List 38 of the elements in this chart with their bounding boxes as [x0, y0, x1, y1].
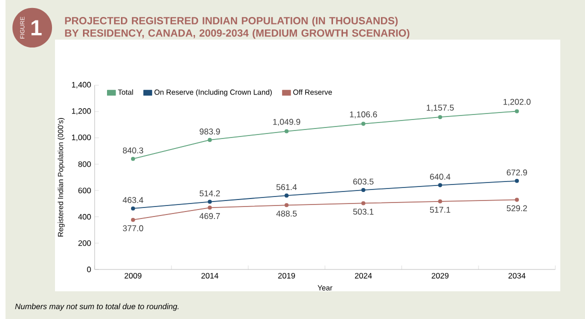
data-label: 603.5: [353, 178, 374, 185]
point: [208, 138, 212, 142]
point: [438, 183, 442, 188]
text: 1: [32, 20, 42, 36]
data-label: 463.4: [122, 197, 144, 203]
data-label: 983.9: [200, 128, 220, 134]
data-label: 529.2: [506, 205, 527, 212]
point: [284, 203, 289, 208]
point: [131, 206, 136, 210]
data-label: 561.4: [276, 184, 297, 190]
point: [438, 199, 442, 204]
point: [131, 218, 136, 222]
data-label: 1,202.0: [504, 98, 531, 106]
point: [361, 188, 366, 192]
point: [514, 109, 519, 114]
point: [284, 194, 289, 198]
data-label: 840.3: [122, 147, 144, 154]
data-label: 377.0: [122, 225, 144, 232]
chart-title: PROJECTED REGISTERED INDIAN POPULATION (IN THOUSANDS) BY RESIDENCY, CANADA, 2009-2034 (MEDIUM GROWTH SCENARIO): [65, 16, 410, 39]
data-label: 469.7: [199, 213, 220, 220]
data-label: 640.4: [430, 174, 450, 180]
data-label: 1,106.6: [350, 111, 377, 118]
point: [514, 178, 519, 183]
point: [514, 198, 519, 202]
point: [361, 122, 366, 126]
data-label: 672.9: [506, 169, 527, 176]
data-label: 1,049.9: [273, 118, 300, 126]
data-label: 514.2: [200, 190, 220, 196]
point: [131, 156, 136, 161]
data-label: 503.1: [353, 208, 374, 215]
data-label: 517.1: [430, 206, 450, 213]
point: [208, 206, 212, 210]
data-label: 1,157.5: [426, 104, 454, 112]
point: [208, 200, 212, 204]
point: [361, 201, 366, 206]
data-label: 488.5: [276, 210, 297, 217]
point: [438, 115, 442, 120]
point: [284, 129, 289, 134]
